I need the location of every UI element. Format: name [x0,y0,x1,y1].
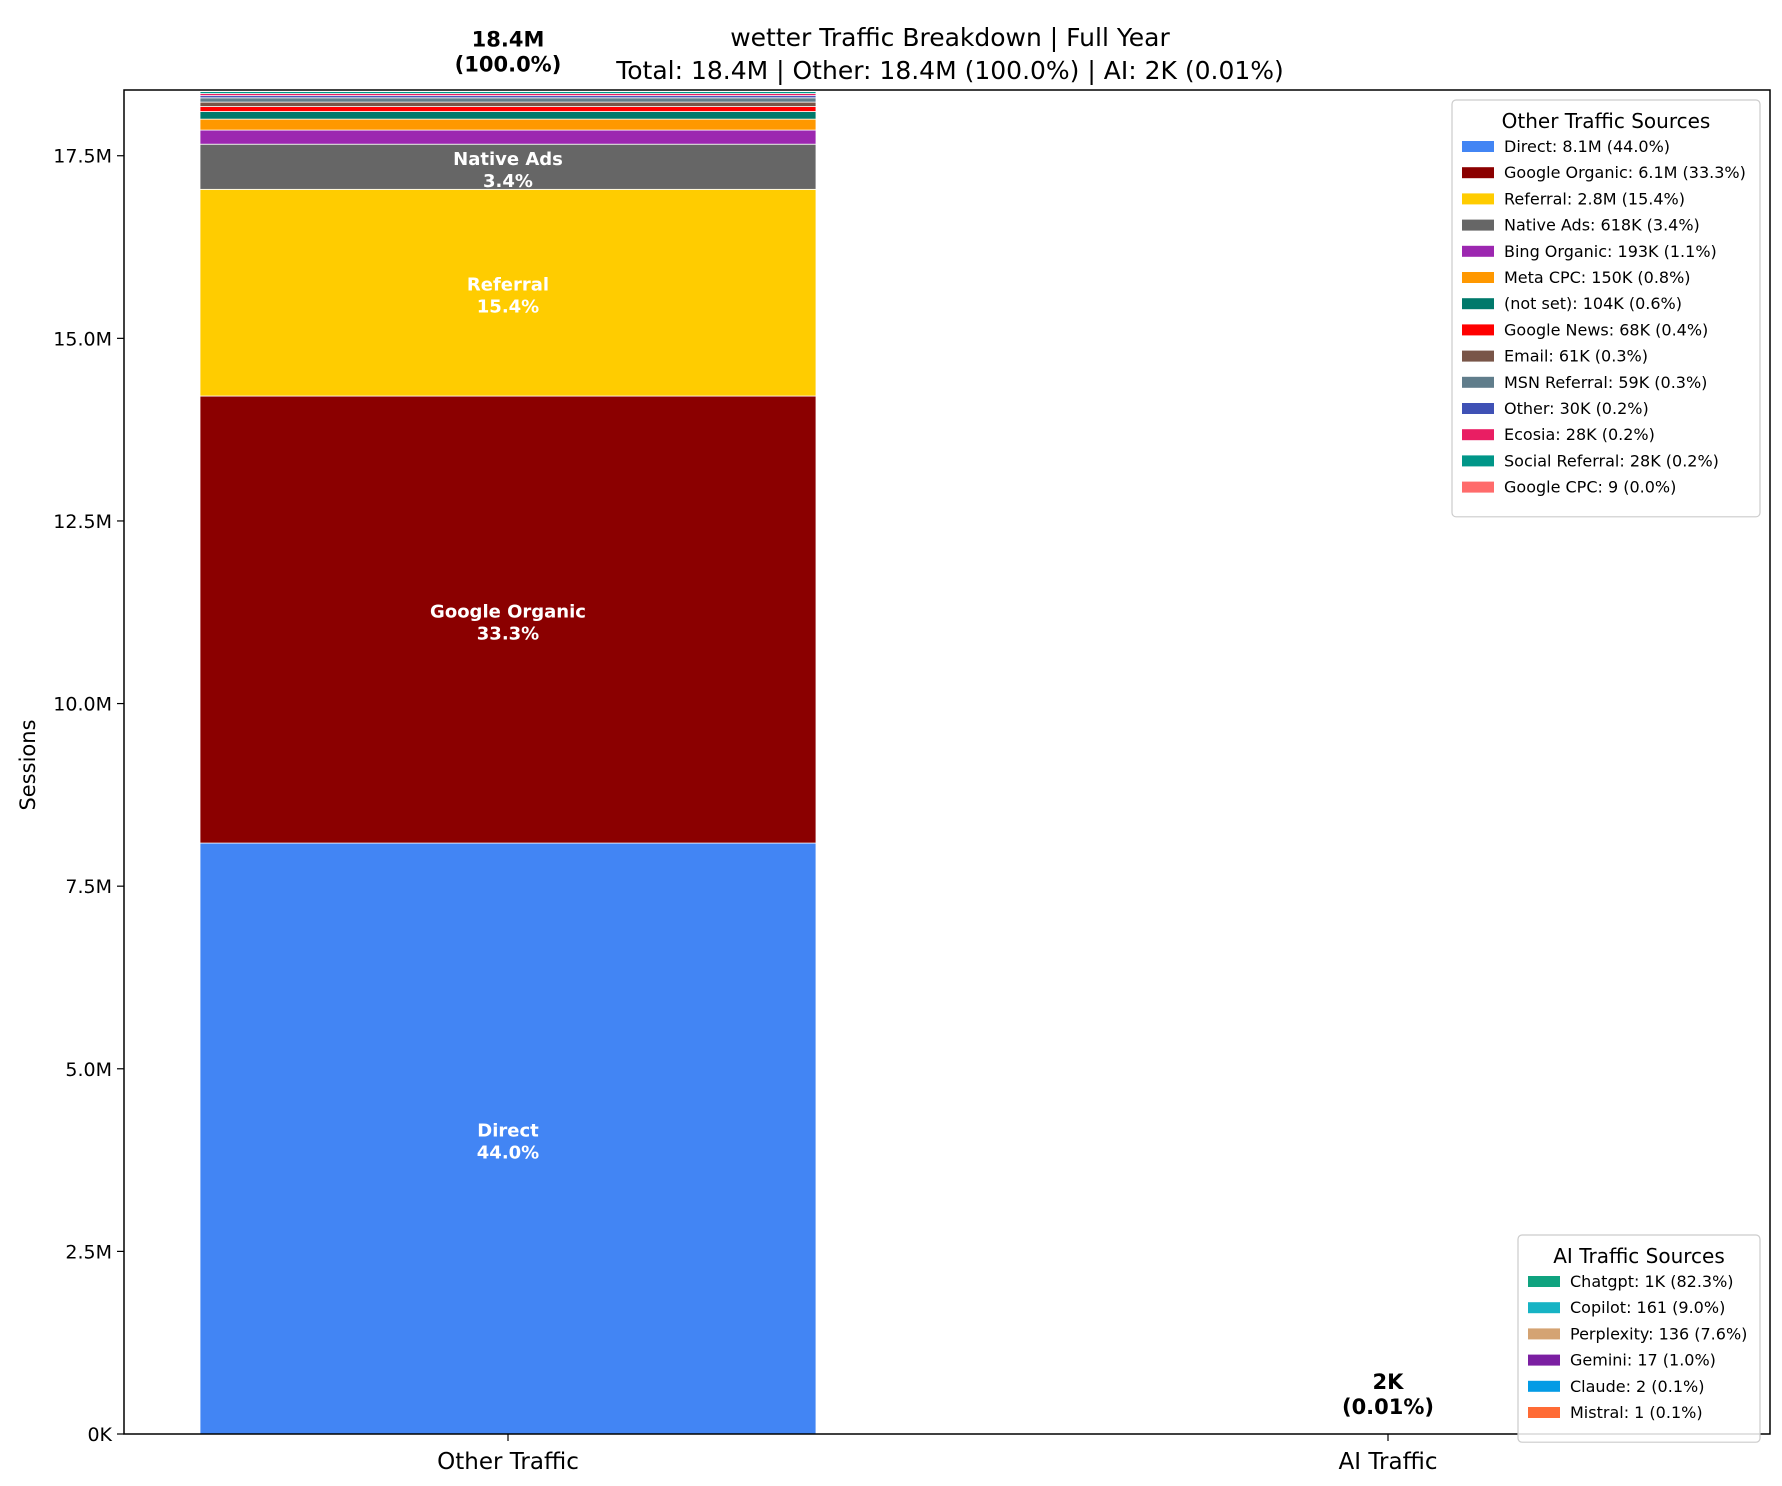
segment-label-name: Google Organic [430,602,586,623]
legend-other-title: Other Traffic Sources [1502,109,1711,133]
segment-label-pct: 15.4% [477,297,539,318]
legend-entry: (not set): 104K (0.6%) [1504,294,1682,313]
bar-segment-native-ads [199,143,817,190]
bar-segment-meta-cpc [199,118,817,131]
legend-entry: Claude: 2 (0.1%) [1570,1377,1704,1396]
legend-ai-title: AI Traffic Sources [1553,1244,1725,1268]
x-tick-label: AI Traffic [1339,1449,1438,1475]
y-tick-label: 15.0M [53,328,112,350]
legend-swatch [1462,167,1494,179]
legend-swatch [1528,1328,1560,1340]
legend-other-box [1451,99,1761,518]
bar-segment-msn-referral [199,97,817,103]
legend-swatch [1462,298,1494,310]
chart-title-line1: wetter Traffic Breakdown | Full Year [730,23,1170,52]
y-tick-label: 10.0M [53,694,112,716]
legend-entry: Mistral: 1 (0.1%) [1570,1403,1703,1422]
segment-label-pct: 3.4% [483,171,533,192]
segment-label-name: Direct [477,1121,539,1142]
bar-segment-direct [199,842,817,1435]
legend-entry: Bing Organic: 193K (1.1%) [1504,242,1717,261]
y-tick-label: 2.5M [65,1241,112,1263]
y-tick-label: 17.5M [53,146,112,168]
legend-entry: Google Organic: 6.1M (33.3%) [1504,163,1746,182]
bar-segment-not-set [199,111,817,120]
bar-total-value: 18.4M [472,28,545,52]
legend-swatch [1528,1380,1560,1392]
y-tick-label: 5.0M [65,1059,112,1081]
legend-entry: Other: 30K (0.2%) [1504,399,1649,418]
legend-swatch [1462,324,1494,336]
legend-entry: Copilot: 161 (9.0%) [1570,1298,1725,1317]
legend-entry: Gemini: 17 (1.0%) [1570,1351,1716,1370]
legend-swatch [1462,481,1494,493]
legend-entry: Meta CPC: 150K (0.8%) [1504,268,1691,287]
bar-segment-email [199,101,817,107]
y-tick-label: 0K [87,1424,112,1446]
legend-swatch [1462,193,1494,205]
bar-segment-google-news [199,106,817,112]
legend-swatch [1462,455,1494,467]
legend-swatch [1462,219,1494,231]
legend-swatch [1462,141,1494,152]
y-axis-label: Sessions [16,719,40,810]
legend-entry: Direct: 8.1M (44.0%) [1504,137,1670,156]
legend-swatch [1528,1302,1560,1314]
legend-entry: Ecosia: 28K (0.2%) [1504,425,1655,444]
legend-swatch [1528,1407,1560,1418]
legend-swatch [1462,403,1494,414]
bar-total-value: 2K [1373,1370,1405,1394]
legend-entry: Email: 61K (0.3%) [1504,347,1648,366]
y-tick-label: 12.5M [53,511,112,533]
bar-segment-google-organic [199,395,817,844]
legend-entry: Chatgpt: 1K (82.3%) [1570,1272,1734,1291]
legend-entry: Native Ads: 618K (3.4%) [1504,216,1700,235]
legend-swatch [1528,1276,1560,1287]
x-tick-label: Other Traffic [437,1449,579,1475]
legend-entry: Referral: 2.8M (15.4%) [1504,189,1685,208]
legend-swatch [1462,429,1494,441]
legend-swatch [1462,245,1494,257]
legend-entry: Social Referral: 28K (0.2%) [1504,451,1719,470]
segment-label-pct: 33.3% [477,624,539,645]
legend-swatch [1462,272,1494,283]
bar-total-percent: (100.0%) [455,53,562,77]
legend-swatch [1528,1354,1560,1366]
y-tick-label: 7.5M [65,876,112,898]
segment-label-name: Native Ads [453,149,563,170]
legend-entry: Google News: 68K (0.4%) [1504,320,1708,339]
segment-label-pct: 44.0% [477,1143,539,1164]
chart-title-line2: Total: 18.4M | Other: 18.4M (100.0%) | A… [615,56,1284,85]
bar-total-percent: (0.01%) [1342,1395,1434,1419]
plot-frame [123,89,1771,1435]
legend-entry: MSN Referral: 59K (0.3%) [1504,373,1707,392]
legend-ai-box [1517,1234,1761,1443]
legend-swatch [1462,350,1494,362]
legend-entry: Perplexity: 136 (7.6%) [1570,1324,1747,1343]
legend-entry: Google CPC: 9 (0.0%) [1504,478,1676,497]
bar-segment-bing-organic [199,129,817,145]
legend-swatch [1462,376,1494,388]
segment-label-name: Referral [467,275,549,296]
